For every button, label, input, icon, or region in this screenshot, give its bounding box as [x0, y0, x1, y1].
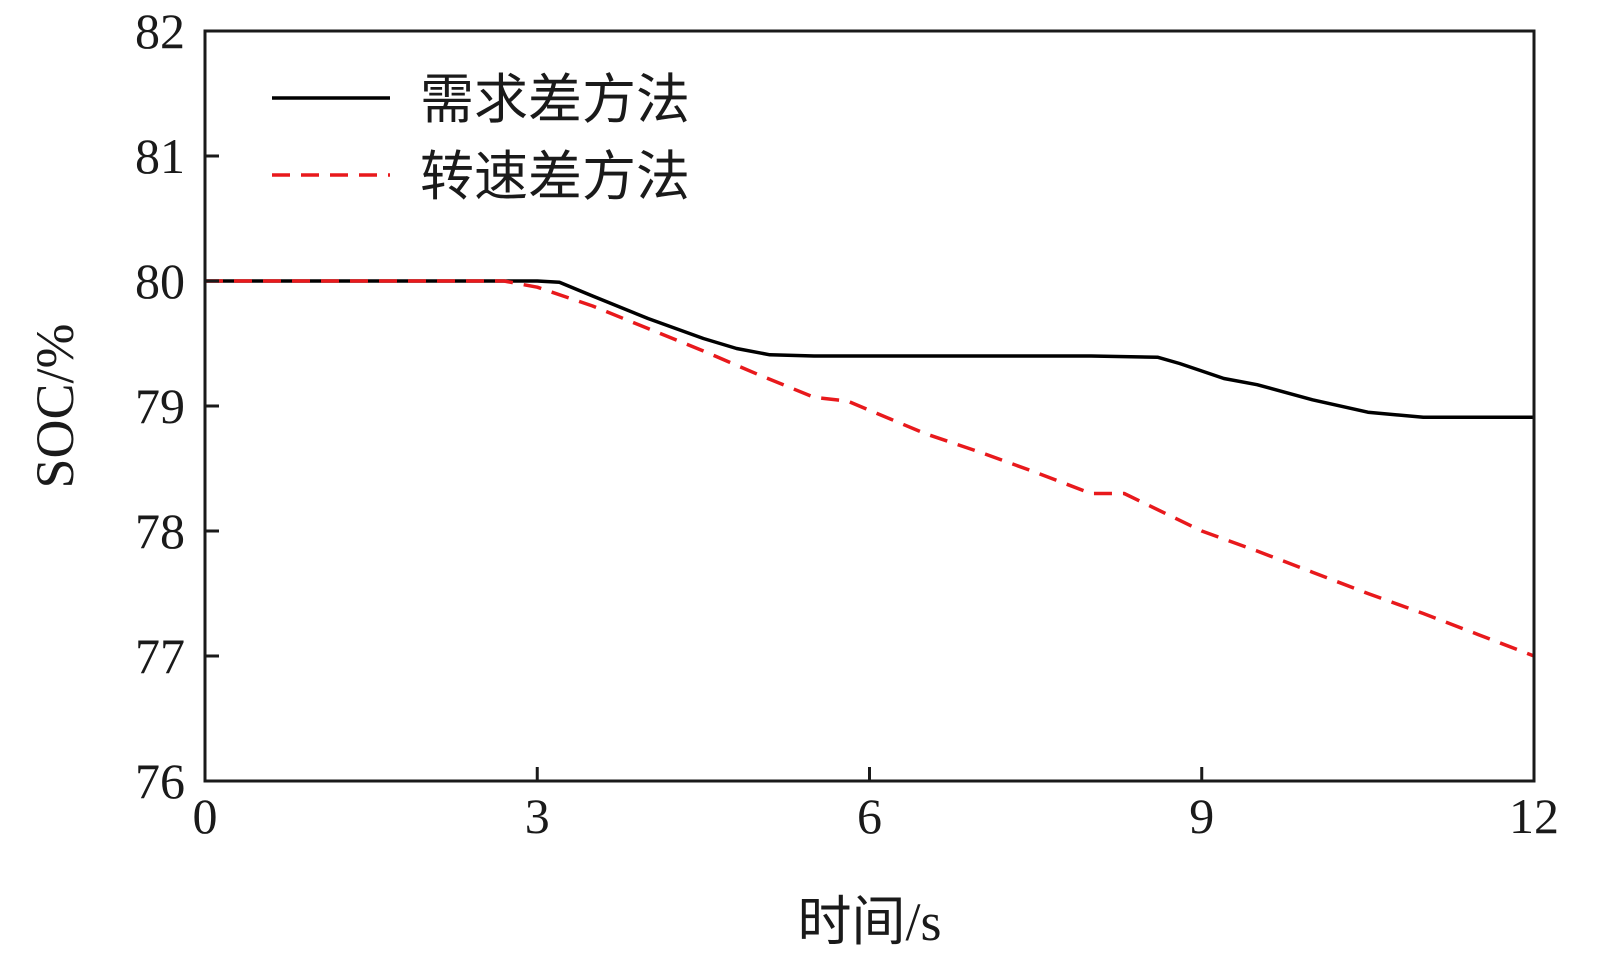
legend-label-demand-diff: 需求差方法	[420, 68, 690, 131]
y-tick-label: 79	[135, 378, 185, 434]
series-line-speed-diff	[205, 279, 1535, 658]
x-axis-title: 时间/s	[797, 892, 941, 952]
y-tick-label: 81	[135, 128, 185, 184]
ticks-layer: 0 3 6 9 12 76 77 78 79 80 81 82	[135, 3, 1559, 844]
y-tick-label: 82	[135, 3, 185, 59]
y-axis-title: SOC/%	[25, 323, 85, 488]
x-tick-label: 0	[193, 788, 218, 844]
y-tick-label: 78	[135, 503, 185, 559]
legend-label-speed-diff: 转速差方法	[420, 145, 690, 208]
x-tick-label: 3	[525, 788, 550, 844]
x-tick-label: 12	[1509, 788, 1559, 844]
x-tick-label: 9	[1189, 788, 1214, 844]
series-layer	[205, 279, 1535, 658]
y-tick-label: 76	[135, 753, 185, 809]
x-tick-label: 6	[857, 788, 882, 844]
y-tick-label: 77	[135, 628, 185, 684]
y-tick-label: 80	[135, 253, 185, 309]
series-line-demand-diff	[205, 279, 1534, 420]
